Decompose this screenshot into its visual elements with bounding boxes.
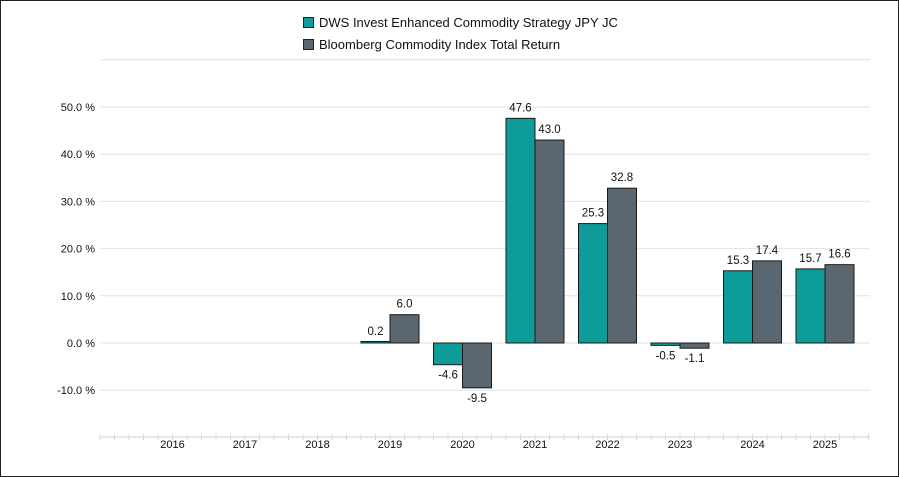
bar-benchmark <box>752 260 782 344</box>
legend-item-benchmark: Bloomberg Commodity Index Total Return <box>303 33 618 55</box>
x-tick-label: 2020 <box>450 439 474 451</box>
x-tick-label: 2019 <box>378 439 402 451</box>
bar-fund <box>578 223 608 344</box>
data-label-fund: -4.6 <box>438 370 458 382</box>
data-label-fund: 15.3 <box>727 255 749 267</box>
x-tick-label: 2025 <box>813 439 837 451</box>
legend-swatch-benchmark <box>303 38 314 50</box>
data-label-benchmark: 6.0 <box>397 299 413 311</box>
x-tick-label: 2021 <box>523 439 547 451</box>
bar-benchmark <box>462 342 492 389</box>
data-label-benchmark: 32.8 <box>611 172 633 184</box>
y-tick-label: 10.0 % <box>61 291 95 303</box>
x-tick-label: 2018 <box>305 439 329 451</box>
data-label-fund: 25.3 <box>582 208 604 220</box>
data-label-benchmark: -1.1 <box>685 353 705 365</box>
bar-fund <box>723 270 753 344</box>
bar-fund <box>795 268 826 344</box>
data-label-benchmark: 16.6 <box>828 249 850 261</box>
data-label-benchmark: -9.5 <box>467 393 487 405</box>
y-tick-label: 50.0 % <box>61 102 95 114</box>
data-label-benchmark: 17.4 <box>756 245 779 257</box>
bar-benchmark <box>679 342 710 349</box>
y-tick-label: 20.0 % <box>61 244 95 256</box>
bar-benchmark <box>389 314 420 344</box>
x-tick-label: 2017 <box>233 439 257 451</box>
legend-label-benchmark: Bloomberg Commodity Index Total Return <box>319 36 561 52</box>
data-label-benchmark: 43.0 <box>538 124 560 136</box>
legend-label-fund: DWS Invest Enhanced Commodity Strategy J… <box>319 14 618 30</box>
legend-swatch-fund <box>303 16 314 28</box>
data-label-fund: 0.2 <box>368 326 384 338</box>
bar-benchmark <box>607 187 637 344</box>
legend-item-fund: DWS Invest Enhanced Commodity Strategy J… <box>303 11 618 33</box>
bar-fund <box>433 342 463 366</box>
x-tick-label: 2024 <box>740 439 764 451</box>
data-label-fund: 15.7 <box>799 253 821 265</box>
y-tick-label: 40.0 % <box>61 149 95 161</box>
chart-legend: DWS Invest Enhanced Commodity Strategy J… <box>303 11 618 55</box>
y-tick-label: 0.0 % <box>67 338 95 350</box>
y-tick-label: 30.0 % <box>61 196 95 208</box>
x-tick-label: 2016 <box>160 439 184 451</box>
data-label-fund: -0.5 <box>656 350 676 362</box>
x-tick-label: 2023 <box>668 439 692 451</box>
bar-fund <box>505 117 536 344</box>
bar-benchmark <box>534 139 565 344</box>
data-label-fund: 47.6 <box>509 102 531 114</box>
bar-fund <box>360 341 391 344</box>
y-tick-label: -10.0 % <box>57 385 95 397</box>
x-tick-label: 2022 <box>595 439 619 451</box>
bar-benchmark <box>824 264 855 344</box>
bar-fund <box>650 342 681 346</box>
